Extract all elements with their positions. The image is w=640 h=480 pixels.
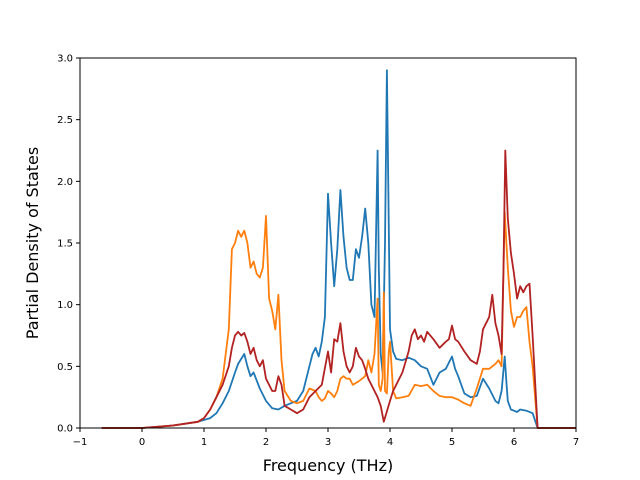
- series-line-3: [101, 149, 576, 429]
- x-tick-label: 5: [449, 437, 455, 448]
- x-tick-label: −1: [73, 437, 88, 448]
- x-tick-label: 3: [325, 437, 331, 448]
- y-tick-label: 0.0: [57, 424, 73, 435]
- y-tick-label: 0.5: [57, 362, 73, 373]
- x-axis: −1 0 1 2 3 4 5 6 7: [73, 428, 579, 448]
- series-line-1: [101, 69, 576, 429]
- y-tick-label: 1.5: [57, 239, 73, 250]
- y-axis-label: Partial Density of States: [23, 147, 42, 339]
- x-tick-label: 1: [201, 437, 207, 448]
- x-tick-label: 7: [573, 437, 579, 448]
- x-tick-label: 2: [263, 437, 269, 448]
- y-axis: 0.0 0.5 1.0 1.5 2.0 2.5 3.0: [57, 54, 80, 435]
- x-tick-label: 6: [511, 437, 517, 448]
- y-tick-label: 2.0: [57, 177, 73, 188]
- series-line-2: [101, 211, 576, 429]
- y-tick-label: 1.0: [57, 300, 73, 311]
- x-tick-label: 4: [387, 437, 393, 448]
- y-tick-label: 2.5: [57, 115, 73, 126]
- x-tick-label: 0: [139, 437, 145, 448]
- y-tick-label: 3.0: [57, 54, 73, 65]
- x-axis-label: Frequency (THz): [263, 456, 393, 475]
- series-layer: [101, 69, 576, 429]
